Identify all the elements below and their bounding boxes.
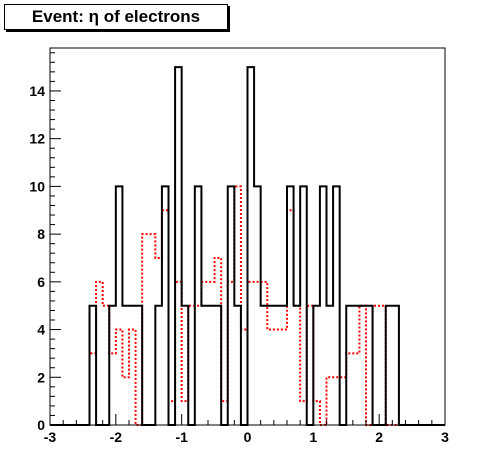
series-black-line (50, 66, 445, 426)
x-tick-label: -2 (110, 429, 123, 445)
x-tick-label: 0 (244, 429, 252, 445)
y-tick-label: 6 (37, 274, 45, 290)
y-tick-label: 10 (29, 178, 45, 194)
y-tick-label: 2 (37, 369, 45, 385)
y-tick-label: 14 (29, 83, 45, 99)
y-tick-label: 0 (37, 417, 45, 433)
x-tick-label: -1 (175, 429, 188, 445)
y-tick-label: 4 (37, 322, 45, 338)
x-tick-label: 1 (309, 429, 317, 445)
x-axis: -3 -2 -1 0 1 2 3 (44, 414, 449, 445)
x-tick-label: -3 (44, 429, 57, 445)
x-tick-label: 2 (375, 429, 383, 445)
y-axis: 0 2 4 6 8 10 12 14 (29, 52, 61, 433)
series-layer (50, 66, 445, 426)
chart-title: Event: η of electrons (4, 4, 228, 30)
y-tick-label: 8 (37, 226, 45, 242)
x-tick-label: 3 (441, 429, 449, 445)
y-tick-label: 12 (29, 131, 45, 147)
